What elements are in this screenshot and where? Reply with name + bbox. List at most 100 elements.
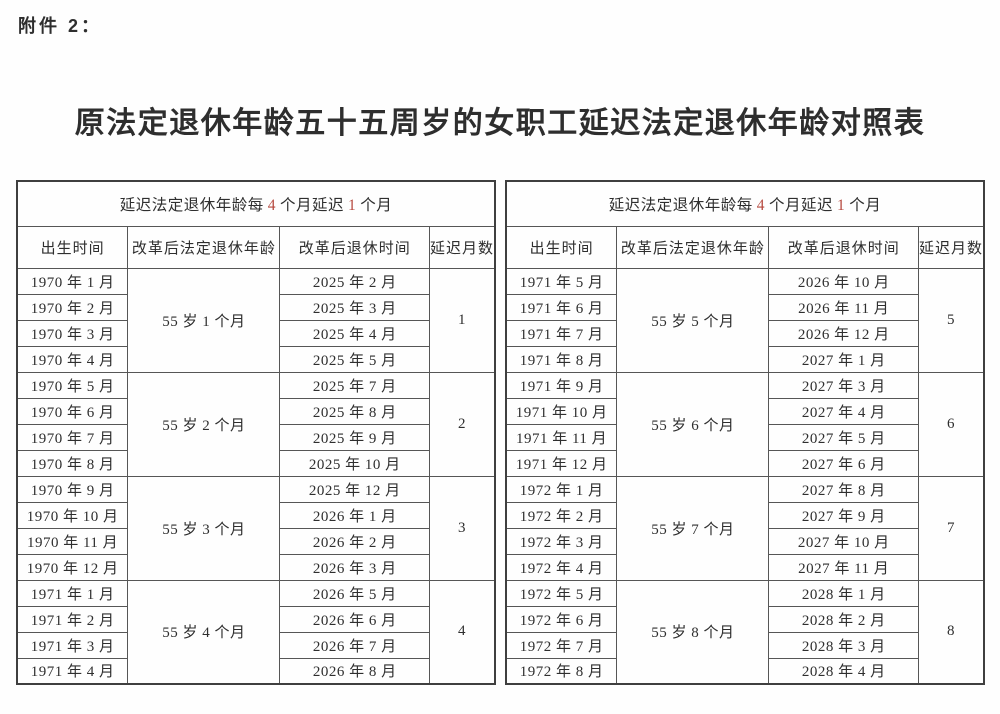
banner-text: 个月延迟 xyxy=(279,196,344,214)
column-header-birth: 出生时间 xyxy=(505,225,618,269)
retire-cell: 2027 年 4 月 xyxy=(768,397,919,425)
delay-cell: 5 xyxy=(917,267,985,373)
retire-cell: 2027 年 8 月 xyxy=(768,475,919,503)
age-cell: 55 岁 6 个月 xyxy=(616,371,770,477)
banner-text: 延迟法定退休年龄每 xyxy=(608,196,753,214)
birth-cell: 1971 年 6 月 xyxy=(505,293,618,321)
table-row: 1970 年 3 月 2025 年 4 月 xyxy=(16,319,495,347)
page-title: 原法定退休年龄五十五周岁的女职工延迟法定退休年龄对照表 xyxy=(74,107,926,140)
retire-cell: 2025 年 12 月 xyxy=(279,475,430,503)
retire-cell: 2025 年 7 月 xyxy=(279,371,430,399)
birth-cell: 1972 年 2 月 xyxy=(505,501,618,529)
age-cell: 55 岁 3 个月 xyxy=(127,475,281,581)
retire-cell: 2025 年 2 月 xyxy=(279,267,430,295)
age-cell: 55 岁 2 个月 xyxy=(127,371,281,477)
table-row: 1971 年 9 月 55 岁 6 个月 2027 年 3 月 6 xyxy=(505,371,985,477)
right-comparison-table: 延迟法定退休年龄每 4 个月延迟 1 个月 出生时间 改革后法定退休年龄 改革后退休时间… xyxy=(505,180,985,685)
birth-cell: 1970 年 11 月 xyxy=(16,527,129,555)
table-row: 1971 年 8 月 2027 年 1 月 xyxy=(505,345,984,373)
delay-cell: 2 xyxy=(428,371,496,477)
birth-cell: 1970 年 9 月 xyxy=(16,475,129,503)
column-header-birth: 出生时间 xyxy=(16,225,129,269)
retire-cell: 2028 年 2 月 xyxy=(768,605,919,633)
birth-cell: 1971 年 2 月 xyxy=(16,605,129,633)
birth-cell: 1971 年 4 月 xyxy=(16,657,129,685)
banner-text: 延迟法定退休年龄每 xyxy=(119,196,264,214)
retire-cell: 2028 年 1 月 xyxy=(768,579,919,607)
birth-cell: 1970 年 12 月 xyxy=(16,553,129,581)
retire-cell: 2026 年 10 月 xyxy=(768,267,919,295)
delay-cell: 3 xyxy=(428,475,496,581)
table-row: 1972 年 6 月 2028 年 2 月 xyxy=(505,605,984,633)
column-header-delay-months: 延迟月数 xyxy=(917,225,985,269)
birth-cell: 1971 年 3 月 xyxy=(16,631,129,659)
birth-cell: 1971 年 11 月 xyxy=(505,423,618,451)
birth-cell: 1970 年 10 月 xyxy=(16,501,129,529)
age-cell: 55 岁 5 个月 xyxy=(616,267,770,373)
table-row: 1971 年 5 月 55 岁 5 个月 2026 年 10 月 5 xyxy=(505,267,985,373)
table-row: 1971 年 6 月 2026 年 11 月 xyxy=(505,293,984,321)
birth-cell: 1970 年 1 月 xyxy=(16,267,129,295)
birth-cell: 1970 年 3 月 xyxy=(16,319,129,347)
table-row: 1972 年 8 月 2028 年 4 月 xyxy=(505,657,984,685)
table-row: 1971 年 7 月 2026 年 12 月 xyxy=(505,319,984,347)
table-row: 1970 年 9 月 55 岁 3 个月 2025 年 12 月 3 xyxy=(16,475,496,581)
delay-cell: 8 xyxy=(917,579,985,685)
table-row: 1970 年 10 月 2026 年 1 月 xyxy=(16,501,495,529)
retire-cell: 2026 年 1 月 xyxy=(279,501,430,529)
birth-cell: 1970 年 6 月 xyxy=(16,397,129,425)
retire-cell: 2027 年 3 月 xyxy=(768,371,919,399)
age-cell: 55 岁 4 个月 xyxy=(127,579,281,685)
retire-cell: 2026 年 5 月 xyxy=(279,579,430,607)
birth-cell: 1972 年 4 月 xyxy=(505,553,618,581)
retire-cell: 2026 年 3 月 xyxy=(279,553,430,581)
column-header-retire-age: 改革后法定退休年龄 xyxy=(616,225,770,269)
birth-cell: 1971 年 7 月 xyxy=(505,319,618,347)
table-banner-row: 延迟法定退休年龄每 4 个月延迟 1 个月 xyxy=(16,180,496,227)
birth-cell: 1972 年 8 月 xyxy=(505,657,618,685)
table-row: 1970 年 11 月 2026 年 2 月 xyxy=(16,527,495,555)
banner-text: 个月 xyxy=(849,196,882,214)
birth-cell: 1972 年 1 月 xyxy=(505,475,618,503)
retire-cell: 2026 年 6 月 xyxy=(279,605,430,633)
banner-text: 个月 xyxy=(360,196,393,214)
table-row: 1970 年 7 月 2025 年 9 月 xyxy=(16,423,495,451)
table-row: 1972 年 5 月 55 岁 8 个月 2028 年 1 月 8 xyxy=(505,579,985,685)
column-header-delay-months: 延迟月数 xyxy=(428,225,496,269)
birth-cell: 1972 年 7 月 xyxy=(505,631,618,659)
retire-cell: 2025 年 8 月 xyxy=(279,397,430,425)
retire-cell: 2027 年 6 月 xyxy=(768,449,919,477)
table-banner: 延迟法定退休年龄每 4 个月延迟 1 个月 xyxy=(505,180,985,227)
table-row: 1970 年 1 月 55 岁 1 个月 2025 年 2 月 1 xyxy=(16,267,496,373)
tables-container: 延迟法定退休年龄每 4 个月延迟 1 个月 出生时间 改革后法定退休年龄 改革后退休时间… xyxy=(16,180,985,685)
table-row: 1970 年 4 月 2025 年 5 月 xyxy=(16,345,495,373)
birth-cell: 1971 年 9 月 xyxy=(505,371,618,399)
retire-cell: 2026 年 7 月 xyxy=(279,631,430,659)
banner-number-interval: 4 xyxy=(267,196,276,214)
retire-cell: 2027 年 11 月 xyxy=(768,553,919,581)
delay-cell: 4 xyxy=(428,579,496,685)
banner-text: 个月延迟 xyxy=(768,196,833,214)
table-row: 1970 年 2 月 2025 年 3 月 xyxy=(16,293,495,321)
column-header-retire-age: 改革后法定退休年龄 xyxy=(127,225,281,269)
retire-cell: 2026 年 2 月 xyxy=(279,527,430,555)
banner-number-delay: 1 xyxy=(348,196,357,214)
document-page: 附件 2： 原法定退休年龄五十五周岁的女职工延迟法定退休年龄对照表 延迟法定退休… xyxy=(0,12,1000,685)
birth-cell: 1970 年 5 月 xyxy=(16,371,129,399)
table-row: 1971 年 1 月 55 岁 4 个月 2026 年 5 月 4 xyxy=(16,579,496,685)
retire-cell: 2026 年 11 月 xyxy=(768,293,919,321)
retire-cell: 2027 年 5 月 xyxy=(768,423,919,451)
birth-cell: 1971 年 8 月 xyxy=(505,345,618,373)
column-header-row: 出生时间 改革后法定退休年龄 改革后退休时间 延迟月数 xyxy=(16,225,496,269)
left-comparison-table: 延迟法定退休年龄每 4 个月延迟 1 个月 出生时间 改革后法定退休年龄 改革后退休时间… xyxy=(16,180,496,685)
birth-cell: 1970 年 4 月 xyxy=(16,345,129,373)
birth-cell: 1972 年 5 月 xyxy=(505,579,618,607)
delay-cell: 6 xyxy=(917,371,985,477)
table-row: 1971 年 10 月 2027 年 4 月 xyxy=(505,397,984,425)
table-banner-row: 延迟法定退休年龄每 4 个月延迟 1 个月 xyxy=(505,180,985,227)
retire-cell: 2028 年 3 月 xyxy=(768,631,919,659)
table-row: 1971 年 2 月 2026 年 6 月 xyxy=(16,605,495,633)
age-cell: 55 岁 1 个月 xyxy=(127,267,281,373)
birth-cell: 1970 年 8 月 xyxy=(16,449,129,477)
banner-number-interval: 4 xyxy=(756,196,765,214)
